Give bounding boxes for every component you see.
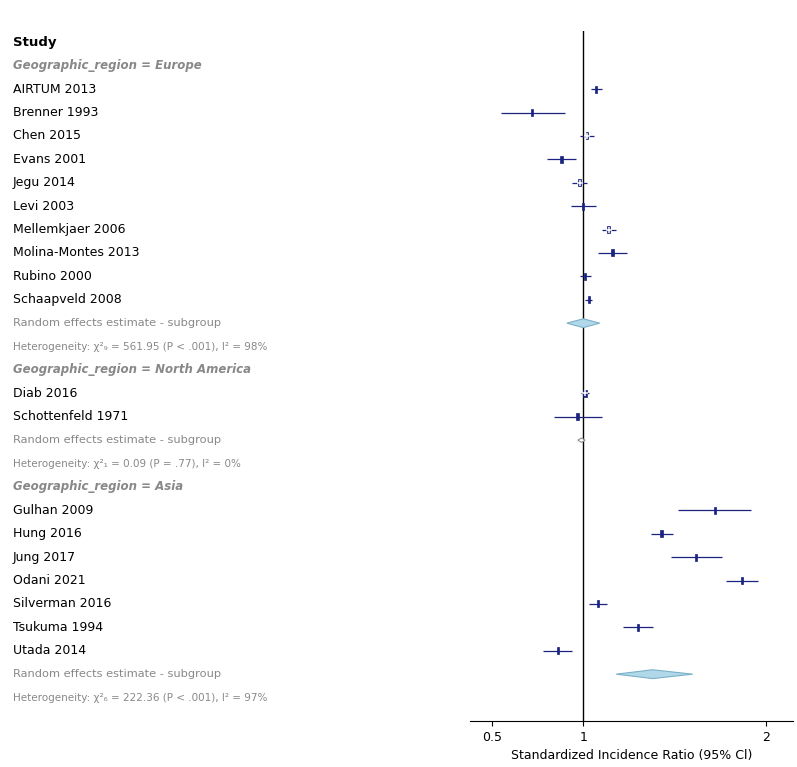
- FancyBboxPatch shape: [532, 109, 533, 116]
- Text: Mellemkjaer 2006: Mellemkjaer 2006: [13, 223, 125, 236]
- FancyBboxPatch shape: [582, 202, 584, 209]
- Text: Heterogeneity: χ²₁ = 0.09 (P = .77), I² = 0%: Heterogeneity: χ²₁ = 0.09 (P = .77), I² …: [13, 459, 241, 469]
- Text: Study: Study: [13, 36, 56, 49]
- FancyBboxPatch shape: [611, 249, 614, 256]
- FancyBboxPatch shape: [637, 624, 639, 631]
- Polygon shape: [578, 438, 585, 443]
- Text: Jung 2017: Jung 2017: [13, 551, 76, 564]
- Text: Levi 2003: Levi 2003: [13, 199, 73, 212]
- Text: Schaapveld 2008: Schaapveld 2008: [13, 293, 121, 306]
- Text: Tsukuma 1994: Tsukuma 1994: [13, 621, 103, 634]
- FancyBboxPatch shape: [695, 554, 697, 561]
- Text: Utada 2014: Utada 2014: [13, 644, 86, 657]
- FancyBboxPatch shape: [713, 507, 716, 514]
- Text: Geographic_region = Asia: Geographic_region = Asia: [13, 480, 183, 493]
- FancyBboxPatch shape: [586, 133, 588, 140]
- Polygon shape: [616, 670, 693, 679]
- FancyBboxPatch shape: [661, 530, 663, 537]
- Text: Odani 2021: Odani 2021: [13, 574, 85, 587]
- Text: Geographic_region = Europe: Geographic_region = Europe: [13, 59, 202, 72]
- Text: Molina-Montes 2013: Molina-Montes 2013: [13, 246, 139, 259]
- Text: Chen 2015: Chen 2015: [13, 130, 80, 143]
- FancyBboxPatch shape: [597, 601, 599, 607]
- Text: AIRTUM 2013: AIRTUM 2013: [13, 83, 96, 96]
- X-axis label: Standardized Incidence Ratio (95% Cl): Standardized Incidence Ratio (95% Cl): [511, 749, 752, 762]
- Text: Hung 2016: Hung 2016: [13, 527, 81, 540]
- Text: Geographic_region = North America: Geographic_region = North America: [13, 364, 250, 377]
- Polygon shape: [567, 319, 599, 328]
- Text: Heterogeneity: χ²₆ = 222.36 (P < .001), I² = 97%: Heterogeneity: χ²₆ = 222.36 (P < .001), …: [13, 693, 267, 703]
- Text: Random effects estimate - subgroup: Random effects estimate - subgroup: [13, 669, 221, 680]
- Text: Schottenfeld 1971: Schottenfeld 1971: [13, 410, 128, 423]
- Text: Heterogeneity: χ²₉ = 561.95 (P < .001), I² = 98%: Heterogeneity: χ²₉ = 561.95 (P < .001), …: [13, 341, 267, 351]
- Text: Brenner 1993: Brenner 1993: [13, 106, 98, 119]
- Text: Random effects estimate - subgroup: Random effects estimate - subgroup: [13, 435, 221, 445]
- FancyBboxPatch shape: [576, 413, 579, 420]
- FancyBboxPatch shape: [607, 226, 611, 233]
- FancyBboxPatch shape: [740, 577, 744, 584]
- FancyBboxPatch shape: [560, 156, 563, 163]
- FancyBboxPatch shape: [556, 647, 559, 654]
- Text: Silverman 2016: Silverman 2016: [13, 597, 111, 611]
- FancyBboxPatch shape: [584, 273, 586, 280]
- Text: Rubino 2000: Rubino 2000: [13, 270, 92, 283]
- FancyBboxPatch shape: [583, 390, 587, 397]
- FancyBboxPatch shape: [587, 296, 590, 303]
- FancyBboxPatch shape: [595, 86, 598, 93]
- Text: Jegu 2014: Jegu 2014: [13, 176, 76, 189]
- FancyBboxPatch shape: [579, 179, 581, 186]
- Text: Gulhan 2009: Gulhan 2009: [13, 504, 93, 517]
- Text: Diab 2016: Diab 2016: [13, 387, 77, 400]
- Text: Random effects estimate - subgroup: Random effects estimate - subgroup: [13, 318, 221, 328]
- Text: Evans 2001: Evans 2001: [13, 153, 86, 166]
